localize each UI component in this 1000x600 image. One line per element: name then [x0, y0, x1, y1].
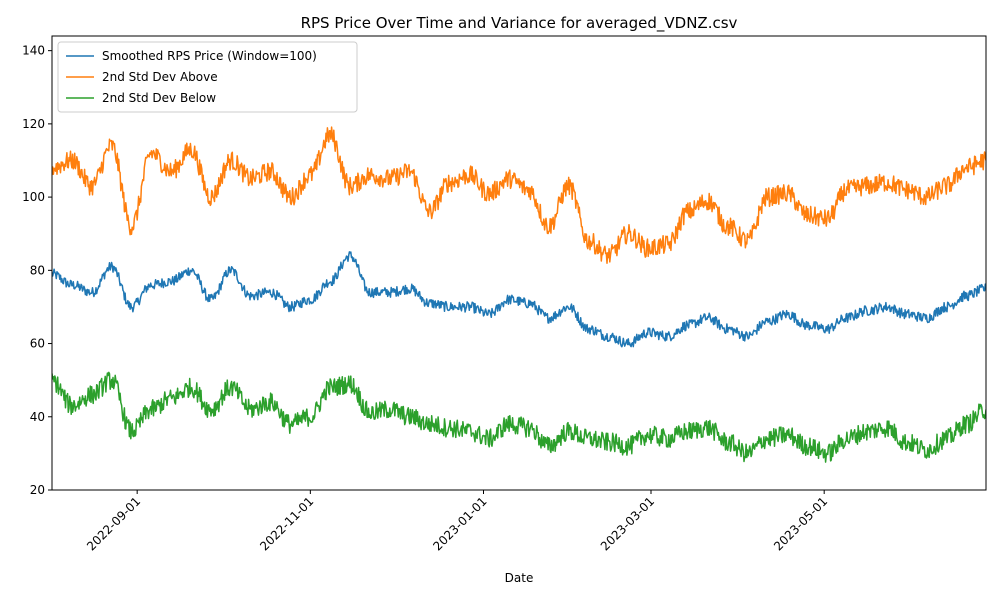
chart-title: RPS Price Over Time and Variance for ave… — [301, 14, 738, 33]
y-tick-label: 140 — [22, 44, 45, 58]
y-tick-label: 100 — [22, 190, 45, 204]
y-tick-label: 80 — [30, 263, 45, 277]
y-tick-label: 60 — [30, 337, 45, 351]
y-tick-label: 40 — [30, 410, 45, 424]
y-tick-label: 20 — [30, 483, 45, 497]
legend-label-smoothed: Smoothed RPS Price (Window=100) — [102, 49, 317, 63]
series-line-below — [52, 371, 986, 463]
legend: Smoothed RPS Price (Window=100) 2nd Std … — [57, 41, 358, 113]
y-axis: 20 40 60 80 100 120 140 — [22, 44, 52, 497]
legend-label-below: 2nd Std Dev Below — [102, 91, 216, 105]
y-tick-label: 120 — [22, 117, 45, 131]
legend-label-above: 2nd Std Dev Above — [102, 70, 218, 84]
plot-frame — [51, 35, 987, 491]
series-line-above — [52, 126, 986, 264]
legend-box — [57, 41, 358, 113]
series-layer — [52, 126, 986, 463]
x-axis-title: Date — [505, 571, 534, 585]
series-line-smoothed — [52, 251, 986, 348]
